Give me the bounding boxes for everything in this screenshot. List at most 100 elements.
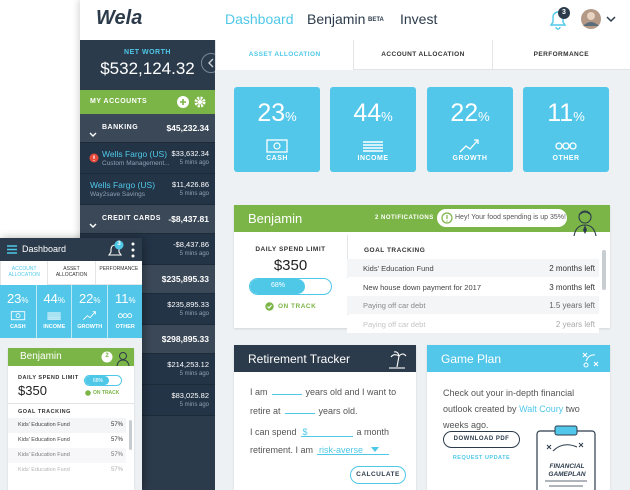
- amount: 22: [78, 291, 94, 306]
- header-icons: [101, 351, 130, 366]
- goal-left: 2 years left: [555, 319, 595, 329]
- suffix: %: [93, 296, 101, 305]
- group-amount: $235,895.33: [161, 274, 209, 284]
- badge: [101, 351, 113, 363]
- mobile-header: Dashboard 3: [0, 238, 142, 261]
- chevron-path: [89, 223, 97, 228]
- net-worth: $532,124.32: [100, 59, 195, 78]
- game-plan-card: Game Plan Check out your in-depth financ…: [427, 345, 610, 490]
- goal-name: New house down payment for 2017: [363, 282, 481, 292]
- goal-name: Kids' Education Fund: [18, 422, 70, 428]
- account-time: 5 mins ago: [179, 311, 209, 317]
- allocation-column[interactable]: 23% CASH: [0, 285, 36, 338]
- icon: [117, 309, 133, 327]
- text: years old.: [318, 406, 358, 416]
- form-line: I am years old and I want to: [250, 385, 396, 397]
- risk-select[interactable]: risk-averse: [317, 445, 390, 455]
- amount: 11: [114, 291, 129, 306]
- chevron-icon: [89, 223, 97, 228]
- menu-icon[interactable]: [7, 245, 17, 254]
- allocation-card[interactable]: 44% INCOME: [330, 87, 416, 172]
- account-time: 5 mins ago: [179, 402, 209, 408]
- group-name: BANKING: [102, 124, 139, 131]
- settings-button[interactable]: [194, 96, 206, 108]
- form-line: retire at years old.: [250, 404, 358, 416]
- allocation-label: OTHER: [552, 155, 580, 162]
- account-amount: -$8,437.86: [173, 240, 209, 249]
- mobile-actions[interactable]: [106, 240, 140, 260]
- check-icon: [85, 390, 91, 396]
- text: retirement. I am: [250, 445, 314, 455]
- allocation-label: INCOME: [43, 324, 66, 330]
- dot: [118, 313, 124, 319]
- download-button[interactable]: DOWNLOAD PDF: [443, 431, 520, 448]
- account-time: 5 mins ago: [179, 160, 209, 166]
- account-row[interactable]: Wells Fargo (US) Way2save Savings $11,426.…: [80, 174, 215, 205]
- progress-fill: [85, 376, 110, 385]
- nav-link[interactable]: Benjamin: [307, 11, 366, 27]
- allocation-card[interactable]: 22% GROWTH: [427, 87, 513, 172]
- card-header: Benjamin 2 NOTIFICATIONS Hey! Your food …: [234, 205, 610, 236]
- node: [583, 362, 589, 368]
- allocation-icon: [266, 139, 288, 153]
- tab[interactable]: ASSET ALLOCATION: [47, 261, 95, 285]
- allocation-icon: [459, 139, 479, 153]
- benjamin-card: Benjamin 2 NOTIFICATIONS Hey! Your food …: [234, 205, 610, 333]
- game-plan-text: Check out your in-depth financial outloo…: [443, 385, 603, 433]
- tab[interactable]: ACCOUNT ALLOCATION: [0, 261, 47, 285]
- suffix: %: [128, 296, 136, 305]
- spend-input[interactable]: $: [300, 427, 353, 437]
- clipboard-illustration: [536, 425, 596, 490]
- goal-value: 57%: [110, 422, 123, 428]
- allocation-column[interactable]: 11% OTHER: [106, 285, 143, 338]
- text: a month: [356, 427, 390, 437]
- age-input[interactable]: [271, 385, 302, 395]
- form-line: I amI can spend$a month: [250, 427, 389, 437]
- author-link[interactable]: Walt Coury: [519, 404, 564, 414]
- coin: [273, 142, 281, 150]
- amount: 22: [450, 99, 479, 127]
- check-circle: [265, 302, 274, 311]
- allocation-column[interactable]: 22% GROWTH: [71, 285, 107, 338]
- allocation-card[interactable]: 23% CASH: [234, 87, 320, 172]
- mobile-allocation: 23% CASH 44% INCOME 22% GROWTH 11% OTHER: [0, 285, 142, 338]
- mobile-app: Dashboard 3 ACCOUNT ALLOCATION ASSET ALLO…: [0, 238, 142, 490]
- account-row[interactable]: Wells Fargo (US) Custom Management... $33,…: [80, 143, 215, 174]
- dot: [122, 313, 128, 319]
- nav-link[interactable]: Dashboard: [225, 11, 294, 27]
- bill-stack: [363, 141, 383, 152]
- alert-icon: [89, 153, 99, 163]
- calculate-button[interactable]: CALCULATE: [350, 466, 406, 484]
- bell-icon[interactable]: [545, 6, 571, 32]
- logo[interactable]: Wela: [96, 7, 143, 29]
- notification-pill[interactable]: Hey! Your food spending is up 35%!: [437, 209, 567, 227]
- allocation-card[interactable]: 11% OTHER: [523, 87, 609, 172]
- account-actions[interactable]: [176, 95, 208, 109]
- tab[interactable]: PERFORMANCE: [94, 261, 142, 285]
- form-line: retirement. I am risk-averse: [250, 445, 393, 455]
- tab[interactable]: PERFORMANCE: [491, 40, 630, 70]
- account-group[interactable]: CREDIT CARDS -$8,437.81: [80, 205, 215, 234]
- tab[interactable]: ASSET ALLOCATION: [215, 40, 353, 70]
- spend-label: DAILY SPEND LIMIT: [255, 246, 326, 253]
- status: ON TRACK: [278, 303, 317, 310]
- text: I am: [250, 387, 268, 397]
- nav-link[interactable]: Invest: [400, 11, 438, 27]
- bill: [10, 311, 25, 321]
- chevron: [89, 216, 97, 234]
- request-update-link[interactable]: REQUEST UPDATE: [452, 455, 511, 461]
- text: retire at: [250, 406, 281, 416]
- group-amount: $45,232.34: [166, 123, 209, 133]
- account-group[interactable]: BANKING $45,232.34: [80, 114, 215, 143]
- allocation-column[interactable]: 44% INCOME: [35, 285, 73, 338]
- scrollbar[interactable]: [602, 250, 606, 290]
- tab[interactable]: ACCOUNT ALLOCATION: [353, 40, 492, 70]
- bill: [266, 139, 288, 153]
- allocation-amount: 44%: [37, 290, 73, 308]
- retire-age-input[interactable]: [284, 404, 315, 414]
- dot: [555, 142, 563, 150]
- scrollbar[interactable]: [129, 420, 132, 450]
- user-menu[interactable]: [580, 8, 624, 30]
- allocation-amount: 11%: [108, 290, 143, 308]
